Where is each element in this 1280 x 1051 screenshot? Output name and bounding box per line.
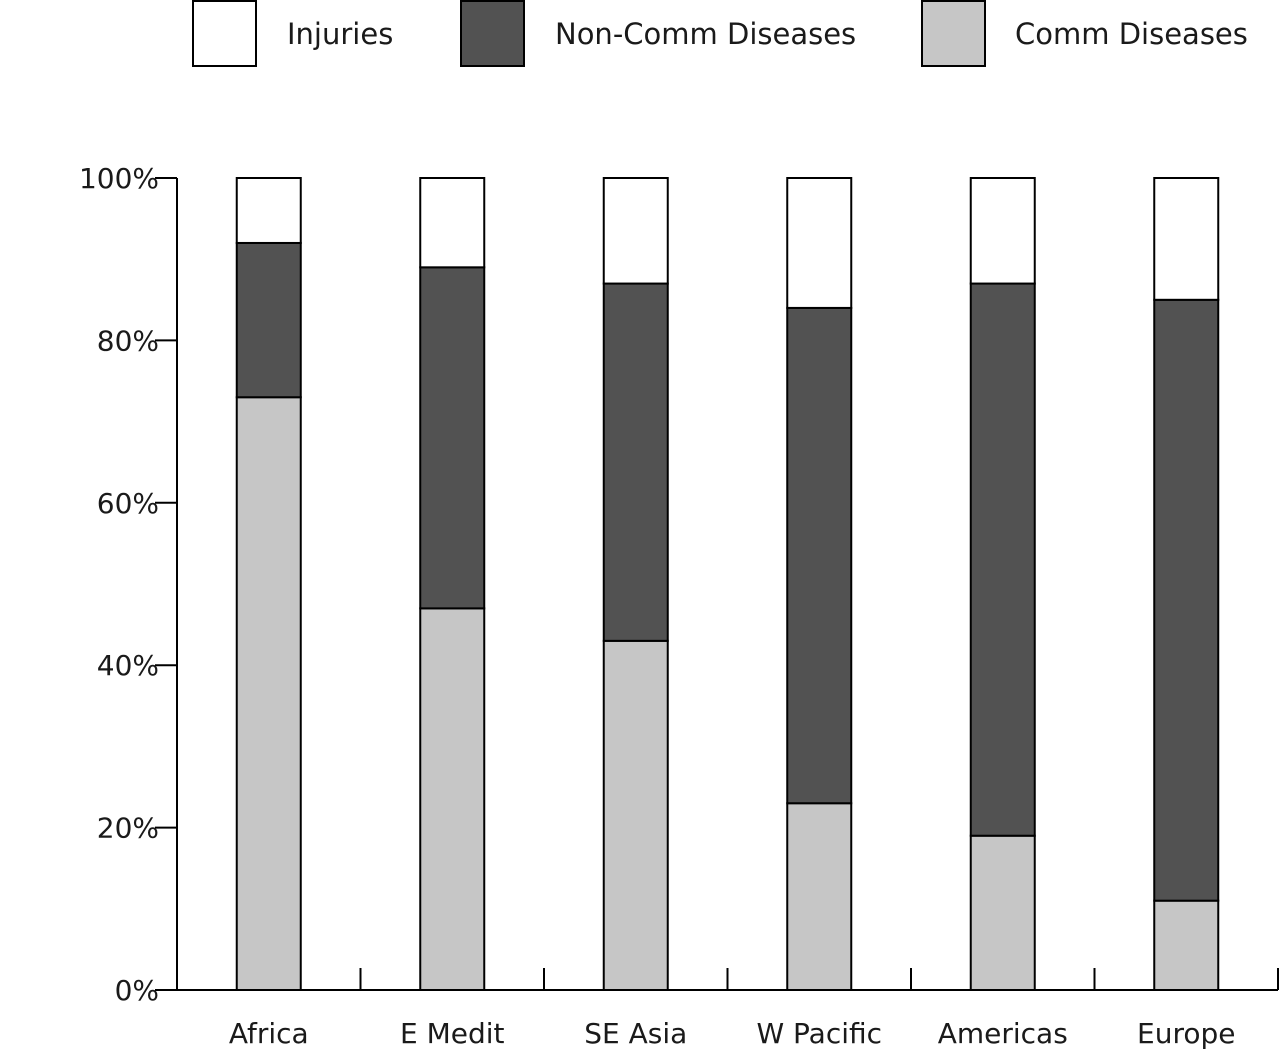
bar-segment xyxy=(235,241,302,399)
x-category-label: W Pacific xyxy=(756,1017,882,1050)
bar-segment xyxy=(602,282,669,642)
y-tick-label: 60% xyxy=(97,487,159,520)
legend-swatch xyxy=(921,0,986,67)
bar-segment xyxy=(786,802,853,991)
x-category-label: E Medit xyxy=(400,1017,505,1050)
bar-segment xyxy=(969,282,1036,837)
bar-segment xyxy=(969,834,1036,991)
y-tick-label: 20% xyxy=(97,812,159,845)
bar-segment xyxy=(602,177,669,285)
bar-segment xyxy=(786,306,853,805)
x-category-label: SE Asia xyxy=(584,1017,687,1050)
y-tick-label: 80% xyxy=(97,324,159,357)
axes: 0% 20% 40% 60% 80% 100% xyxy=(79,162,1279,1007)
legend-label: Non-Comm Diseases xyxy=(555,17,856,51)
x-category-label: Africa xyxy=(229,1017,309,1050)
bar-segment xyxy=(1153,177,1220,301)
category-labels: Africa E Medit SE Asia W Pacific Americas Eur… xyxy=(229,1017,1236,1050)
bar-segment xyxy=(235,396,302,991)
bar-segment xyxy=(786,177,853,309)
bar-segment xyxy=(969,177,1036,285)
x-category-label: Americas xyxy=(938,1017,1068,1050)
legend-swatch xyxy=(460,0,525,67)
bar-segment xyxy=(602,639,669,992)
bar-segment xyxy=(235,177,302,244)
bar-segment xyxy=(1153,298,1220,902)
legend-swatch xyxy=(192,0,257,67)
y-tick-label: 100% xyxy=(79,162,159,195)
y-tick-label: 0% xyxy=(115,974,159,1007)
bars xyxy=(235,177,1220,992)
legend-label: Comm Diseases xyxy=(1015,17,1248,51)
bar-segment xyxy=(419,177,486,269)
x-category-label: Europe xyxy=(1137,1017,1235,1050)
legend: Injuries Non-Comm Diseases Comm Diseases xyxy=(192,0,1248,67)
y-tick-label: 40% xyxy=(97,649,159,682)
bar-segment xyxy=(1153,899,1220,991)
bar-segment xyxy=(419,607,486,991)
bar-segment xyxy=(419,266,486,610)
legend-label: Injuries xyxy=(287,17,393,51)
